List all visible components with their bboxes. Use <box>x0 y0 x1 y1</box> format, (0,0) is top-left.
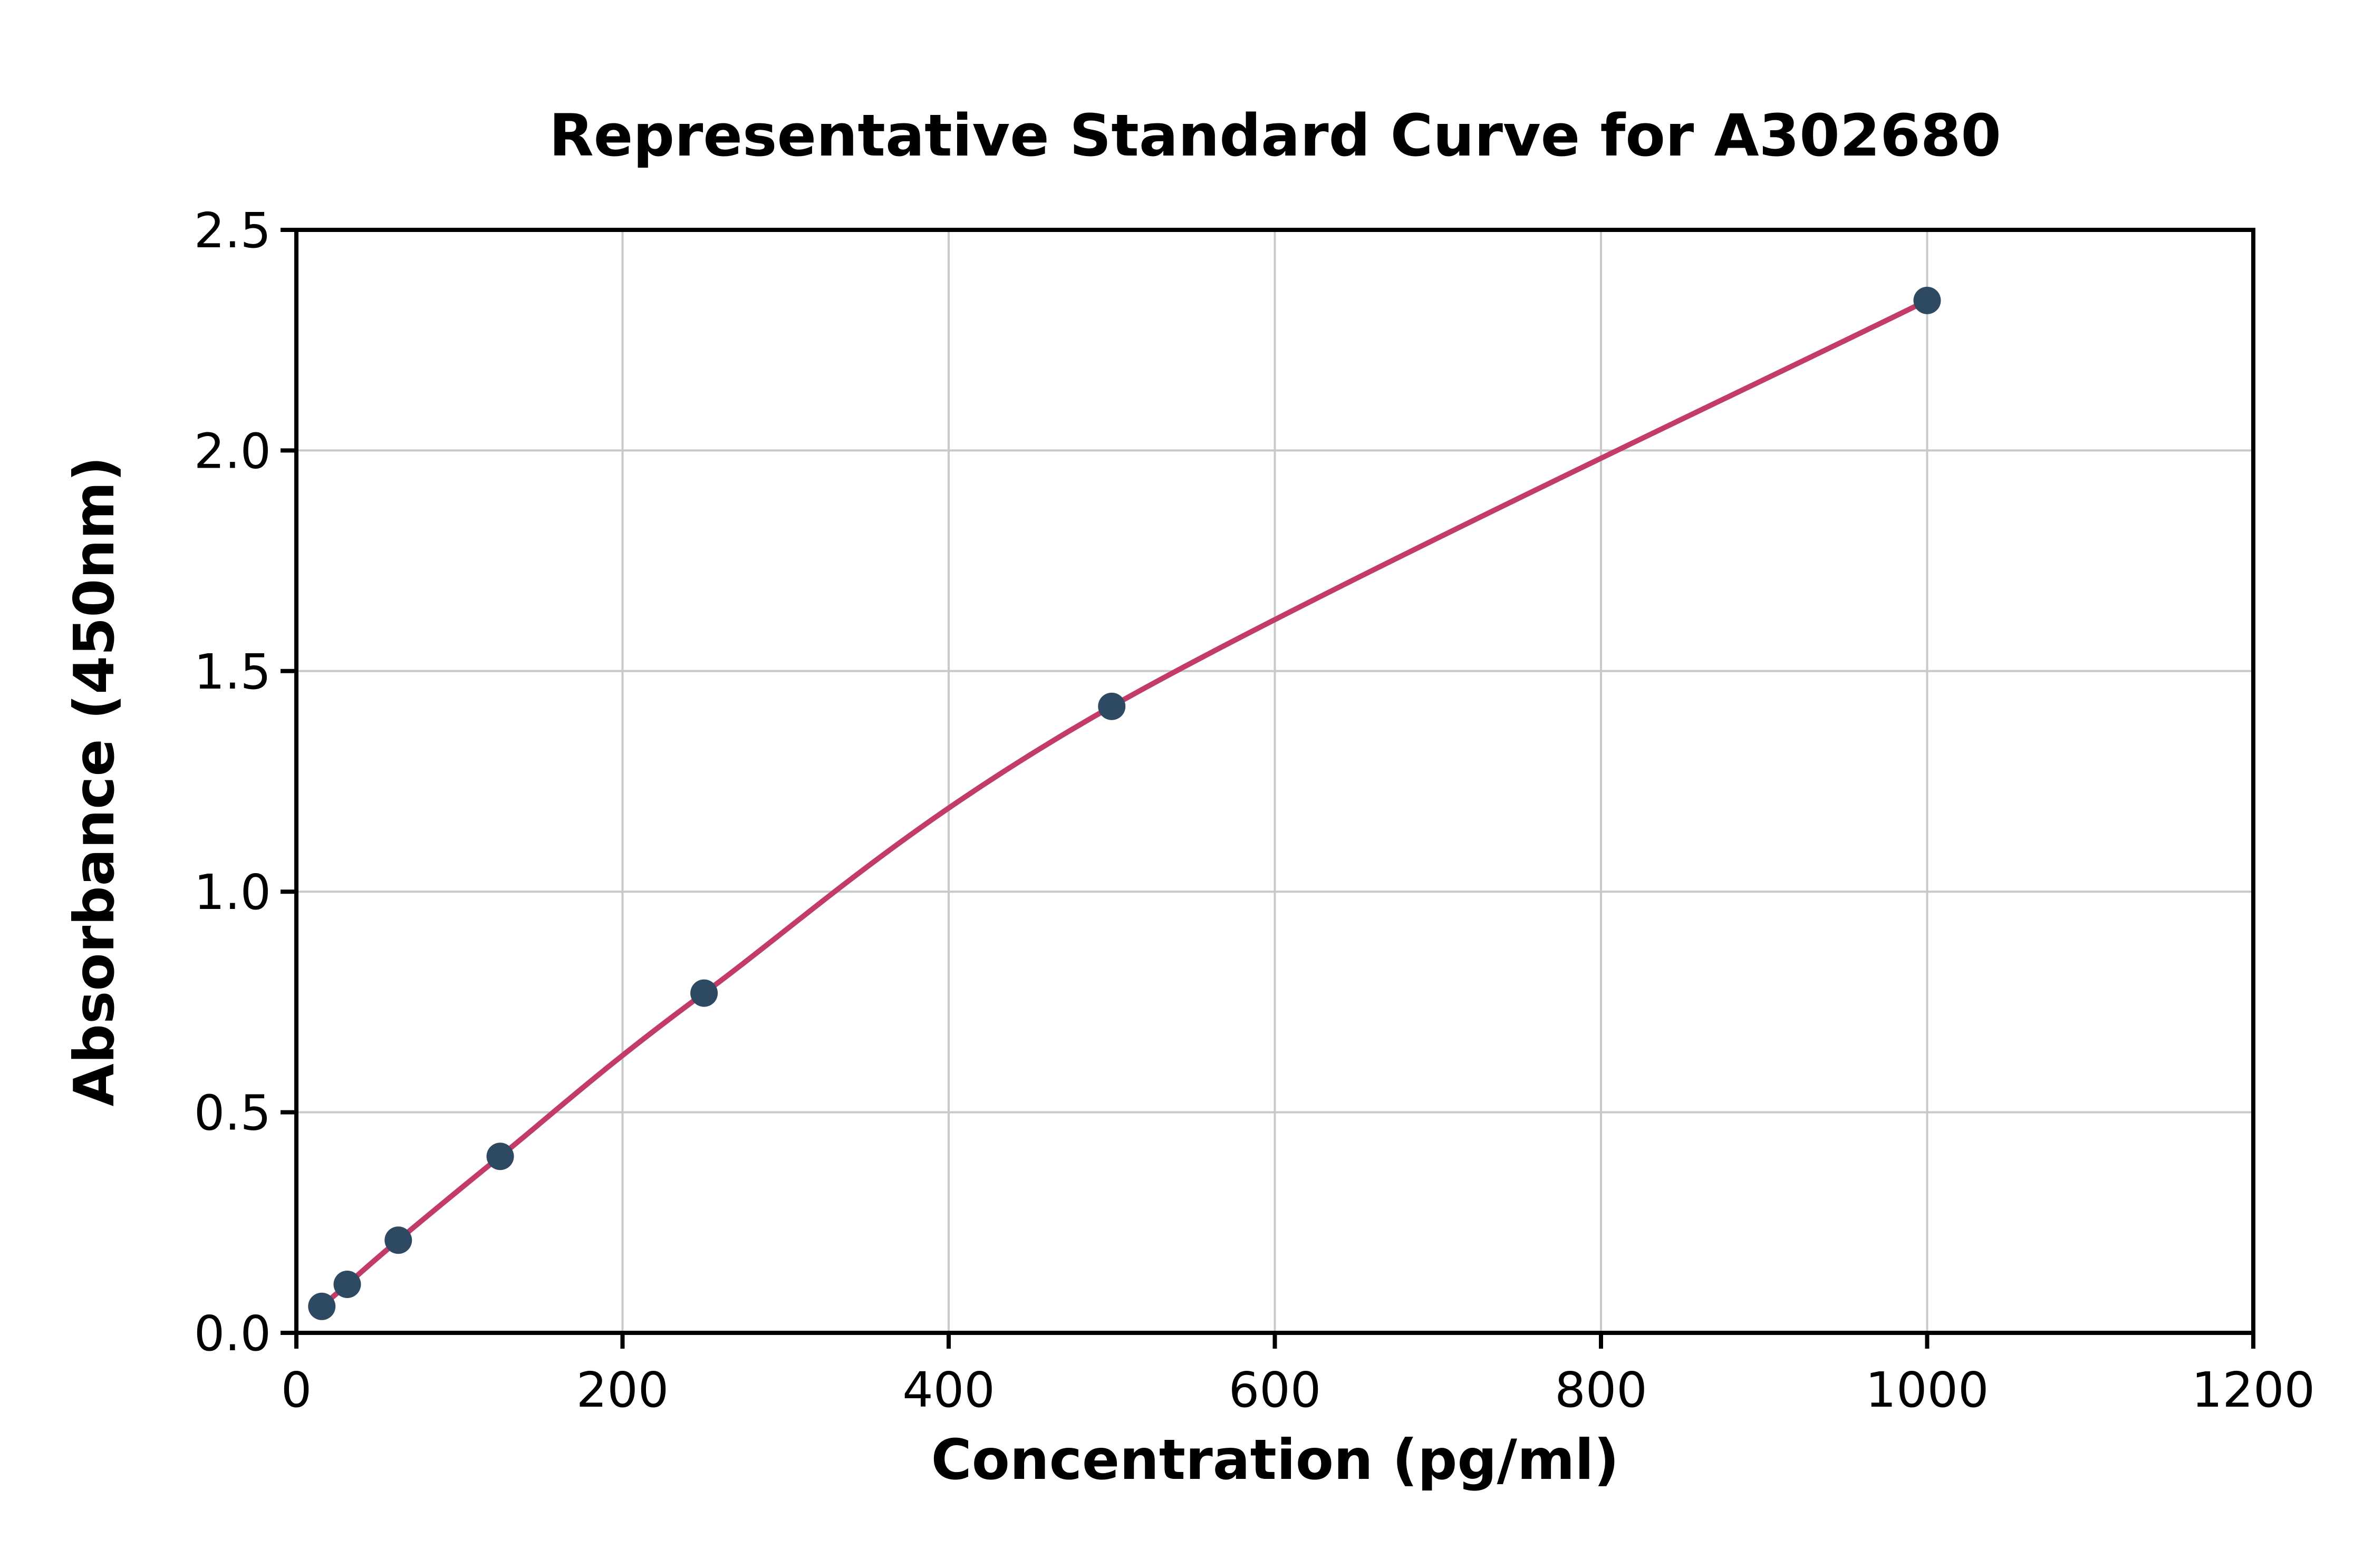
data-point <box>486 1143 514 1170</box>
y-axis-label: Absorbance (450nm) <box>62 457 127 1107</box>
data-point <box>308 1292 336 1320</box>
x-tick-label: 800 <box>1555 1362 1647 1418</box>
y-tick-label: 2.5 <box>194 202 271 259</box>
x-axis-label: Concentration (pg/ml) <box>931 1428 1619 1492</box>
y-tick-label: 0.5 <box>194 1085 271 1141</box>
x-tick-label: 1200 <box>2192 1362 2315 1418</box>
axis-layer: 0 200 400 600 800 1000 1200 0.0 0.5 1.0 1.5 2.0 2.5 <box>194 202 2315 1418</box>
data-point <box>1913 286 1941 314</box>
y-tick-label: 0.0 <box>194 1305 271 1362</box>
data-layer <box>308 286 1941 1320</box>
data-point <box>690 979 718 1007</box>
x-tick-label: 600 <box>1229 1362 1321 1418</box>
y-tick-label: 2.0 <box>194 423 271 479</box>
x-tick-label: 0 <box>281 1362 312 1418</box>
data-point <box>333 1270 361 1298</box>
data-point <box>384 1226 412 1254</box>
data-point <box>1098 692 1126 720</box>
x-tick-label: 400 <box>902 1362 995 1418</box>
grid-layer <box>295 229 2254 1334</box>
y-tick-label: 1.5 <box>194 644 271 700</box>
x-tick-label: 1000 <box>1865 1362 1989 1418</box>
x-tick-label: 200 <box>576 1362 669 1418</box>
y-tick-label: 1.0 <box>194 864 271 921</box>
chart-title: Representative Standard Curve for A30268… <box>549 102 2001 169</box>
